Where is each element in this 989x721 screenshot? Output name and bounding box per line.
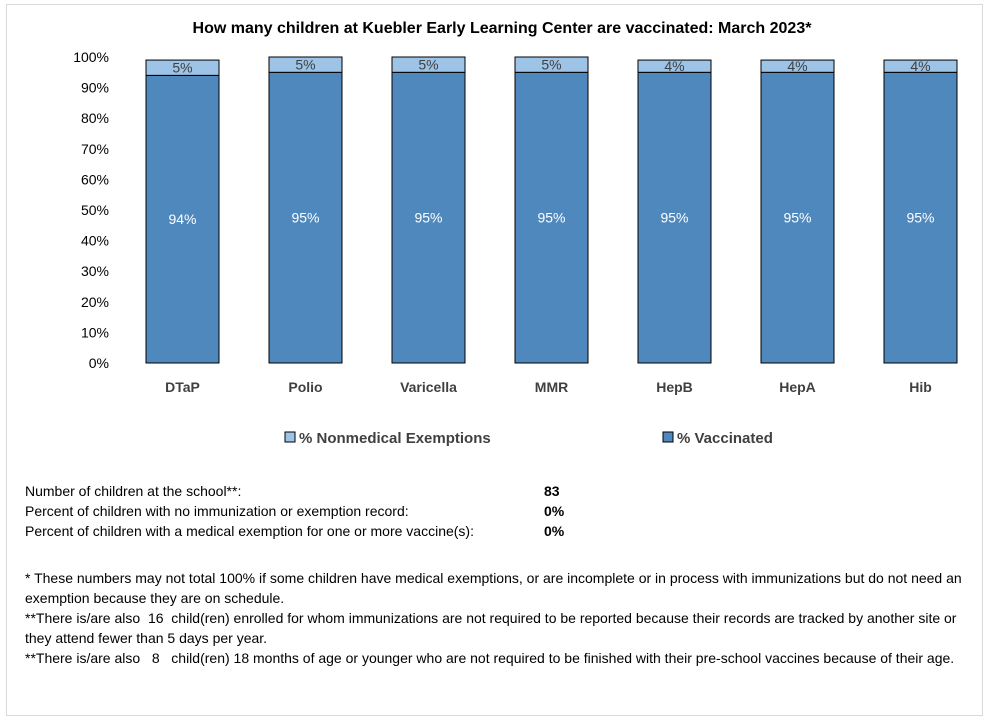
y-tick-label: 20% [81,294,109,310]
chart-frame [6,4,983,716]
x-category-label: DTaP [165,379,200,395]
data-label: 4% [664,58,684,74]
data-label: 95% [291,210,319,226]
data-label: 4% [910,58,930,74]
data-label: 95% [906,210,934,226]
stat-value: 0% [544,523,565,539]
footnotes: * These numbers may not total 100% if so… [25,568,975,668]
data-label: 95% [660,210,688,226]
bar-vaccinated [391,71,466,364]
footnote: * These numbers may not total 100% if so… [25,570,966,606]
stat-label: Percent of children with no immunization… [25,503,409,519]
data-label: 5% [541,57,561,73]
data-label: 95% [414,210,442,226]
data-label: 5% [295,57,315,73]
legend-swatch [662,431,674,443]
y-tick-label: 0% [89,355,109,371]
y-tick-label: 80% [81,110,109,126]
data-label: 4% [787,58,807,74]
legend-label: % Vaccinated [677,430,773,447]
bar-nonmedical-exemption [760,59,835,73]
y-tick-label: 70% [81,141,109,157]
bar-vaccinated [883,71,958,364]
data-label: 5% [172,60,192,76]
y-tick-label: 60% [81,171,109,187]
footnote: **There is/are also 16 child(ren) enroll… [25,610,961,646]
chart-title: How many children at Kuebler Early Learn… [193,20,813,37]
x-category-label: Polio [288,379,322,395]
bar-vaccinated [514,71,589,364]
y-tick-label: 90% [81,80,109,96]
bar-vaccinated [637,71,712,364]
bar-nonmedical-exemption [514,56,589,73]
bar-vaccinated [760,71,835,364]
bar-nonmedical-exemption [268,56,343,73]
chart-legend: % Nonmedical Exemptions % Vaccinated [284,430,773,447]
data-label: 95% [783,210,811,226]
bar-nonmedical-exemption [637,59,712,73]
y-tick-label: 10% [81,324,109,340]
footnote: **There is/are also 8 child(ren) 18 mont… [25,650,955,666]
x-category-label: Varicella [400,379,457,395]
bar-nonmedical-exemption [145,59,220,76]
legend-label: % Nonmedical Exemptions [299,430,491,447]
y-tick-label: 40% [81,233,109,249]
stat-value: 83 [544,483,560,499]
bar-nonmedical-exemption [883,59,958,73]
y-tick-label: 50% [81,202,109,218]
vaccination-chart: How many children at Kuebler Early Learn… [73,20,958,447]
data-label: 94% [168,211,196,227]
stat-value: 0% [544,503,565,519]
data-label: 95% [537,210,565,226]
y-tick-label: 100% [73,49,109,65]
legend-swatch [284,431,296,443]
data-label: 5% [418,57,438,73]
x-category-label: Hib [909,379,932,395]
x-category-label: MMR [535,379,568,395]
stat-label: Number of children at the school**: [25,483,242,499]
stat-label: Percent of children with a medical exemp… [25,523,474,539]
plot-area: 0% 10% 20% 30% 40% 50% 60% 70% 80% 90% 100% 94% 5% DT… [73,49,958,395]
x-category-label: HepB [656,379,693,395]
bar-nonmedical-exemption [391,56,466,73]
x-category-label: HepA [779,379,816,395]
y-tick-label: 30% [81,263,109,279]
